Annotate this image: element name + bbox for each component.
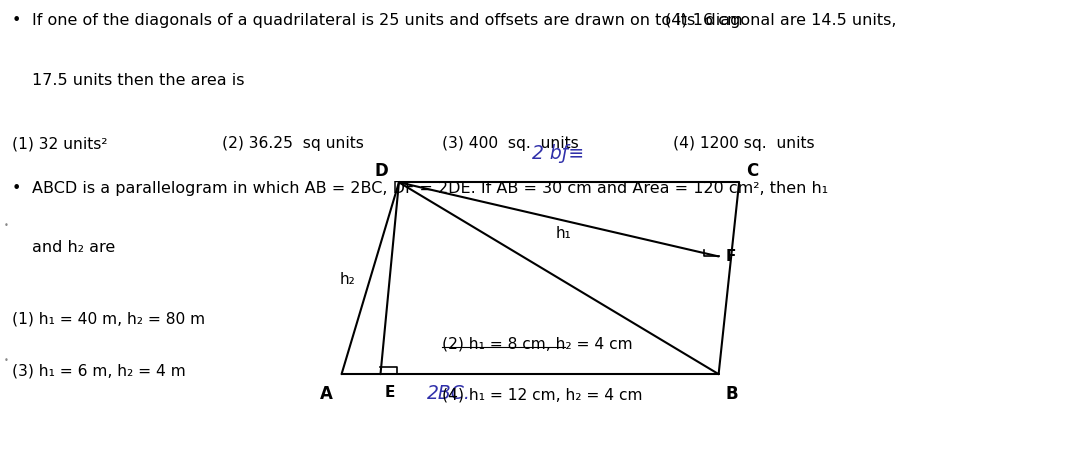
Text: and h₂ are: and h₂ are [32,240,116,255]
Text: F: F [726,249,737,263]
Text: (1) 32 units²: (1) 32 units² [12,136,107,151]
Text: 17.5 units then the area is: 17.5 units then the area is [32,73,245,88]
Text: (4) 1200 sq.  units: (4) 1200 sq. units [673,136,814,151]
Text: B: B [726,384,739,402]
Text: E: E [384,384,395,399]
Text: •: • [12,181,21,196]
Text: •: • [3,221,9,230]
Text: ABCD is a parallelogram in which AB = 2BC, DF = 2DE. If AB = 30 cm and Area = 12: ABCD is a parallelogram in which AB = 2B… [32,181,828,196]
Text: A: A [320,384,333,402]
Text: (1) h₁ = 40 m, h₂ = 80 m: (1) h₁ = 40 m, h₂ = 80 m [12,311,205,326]
Text: If one of the diagonals of a quadrilateral is 25 units and offsets are drawn on : If one of the diagonals of a quadrilater… [32,13,896,28]
Text: (3) h₁ = 6 m, h₂ = 4 m: (3) h₁ = 6 m, h₂ = 4 m [12,362,186,377]
Text: •: • [3,355,9,364]
Text: (4) h₁ = 12 cm, h₂ = 4 cm: (4) h₁ = 12 cm, h₂ = 4 cm [442,387,643,402]
Text: C: C [746,161,759,179]
Text: (3) 400  sq.  units: (3) 400 sq. units [442,136,579,151]
Text: h₂: h₂ [339,271,355,286]
Text: (2) 36.25  sq units: (2) 36.25 sq units [221,136,364,151]
Text: 2 bƒ≡: 2 bƒ≡ [532,144,584,163]
Text: (2) h₁ = 8 cm, h₂ = 4 cm: (2) h₁ = 8 cm, h₂ = 4 cm [442,335,633,350]
Text: D: D [374,161,388,179]
Text: (4) 16 cm: (4) 16 cm [665,13,743,28]
Text: •: • [12,13,21,28]
Text: h₁: h₁ [556,226,571,240]
Text: 2BC.: 2BC. [427,383,471,402]
